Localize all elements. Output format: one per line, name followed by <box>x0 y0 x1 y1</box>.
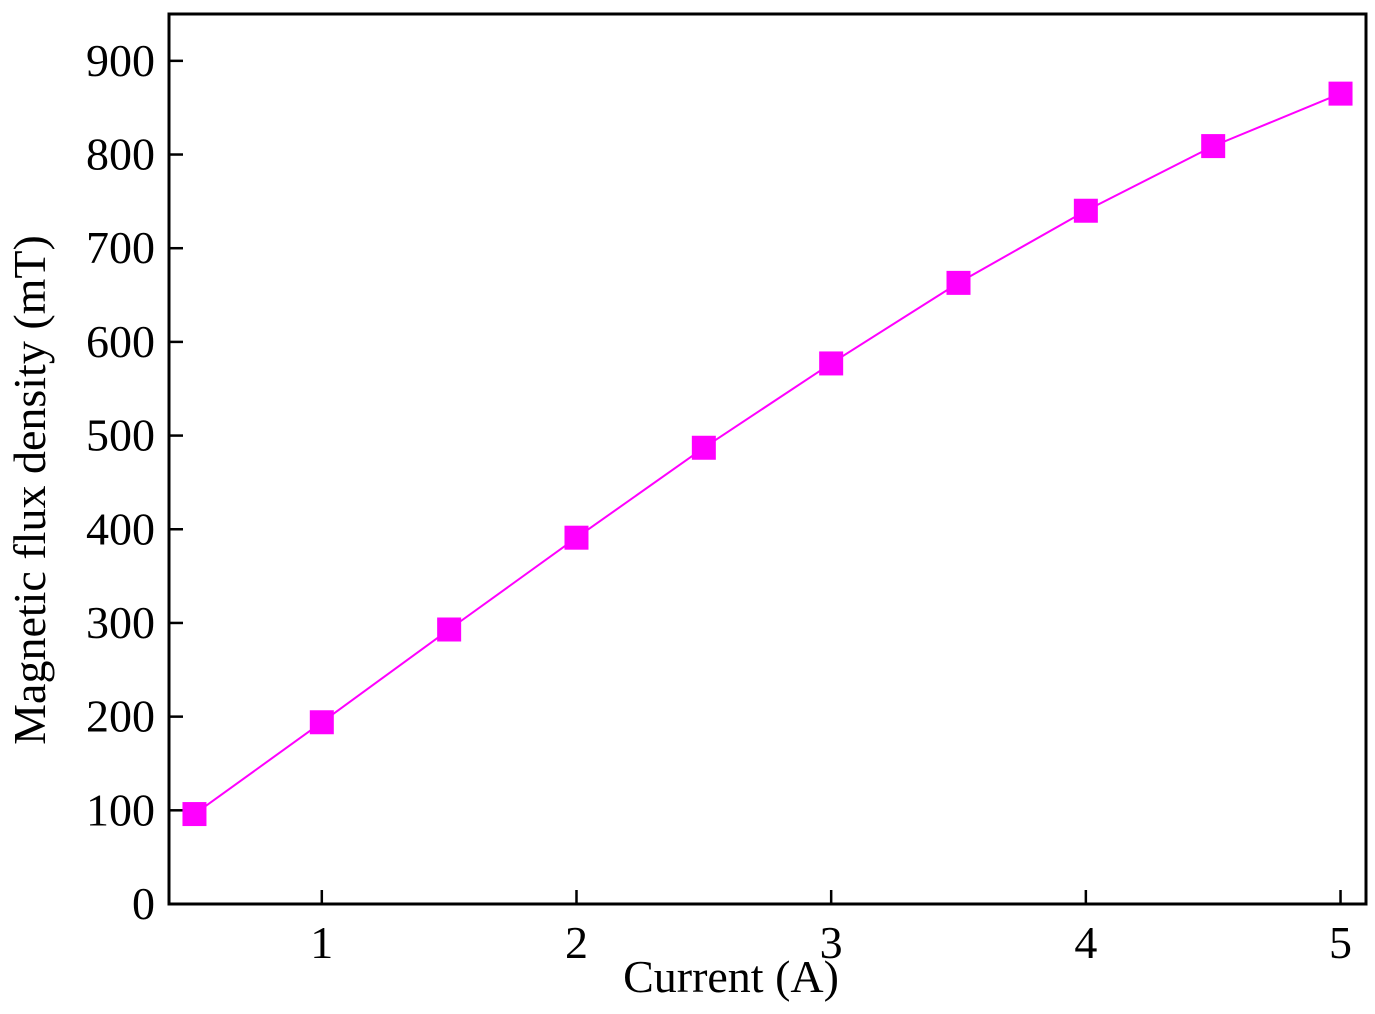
x-tick-label: 2 <box>565 917 588 968</box>
data-point-marker <box>946 270 971 295</box>
x-tick-label: 1 <box>310 917 333 968</box>
y-tick-label: 700 <box>86 222 155 273</box>
y-tick-label: 900 <box>86 35 155 86</box>
data-point-marker <box>309 710 334 735</box>
y-tick-label: 200 <box>86 691 155 742</box>
y-tick-label: 100 <box>86 784 155 835</box>
y-tick-label: 800 <box>86 129 155 180</box>
data-point-marker <box>182 802 207 827</box>
y-tick-label: 300 <box>86 597 155 648</box>
data-point-marker <box>1328 81 1353 106</box>
data-point-marker <box>1201 134 1226 159</box>
series-line <box>193 92 1341 815</box>
y-axis-title: Magnetic flux density (mT) <box>4 235 55 745</box>
data-point-marker <box>1073 198 1098 223</box>
x-axis-ticks: 1 2 3 4 5 <box>310 890 1352 968</box>
x-tick-label: 4 <box>1074 917 1097 968</box>
data-point-marker <box>564 525 589 550</box>
y-tick-label: 0 <box>132 878 155 929</box>
x-axis-title: Current (A) <box>623 951 839 1002</box>
data-point-marker <box>819 351 844 376</box>
y-axis-ticks: 0 100 200 300 400 500 600 700 800 900 <box>86 35 183 929</box>
series-layer <box>182 81 1353 827</box>
plot-frame <box>167 12 1368 906</box>
y-tick-label: 600 <box>86 316 155 367</box>
x-tick-label: 5 <box>1329 917 1352 968</box>
x-tick-label: 3 <box>820 917 843 968</box>
y-tick-label: 400 <box>86 503 155 554</box>
data-point-marker <box>691 435 716 460</box>
data-point-marker <box>437 617 462 642</box>
y-tick-label: 500 <box>86 410 155 461</box>
